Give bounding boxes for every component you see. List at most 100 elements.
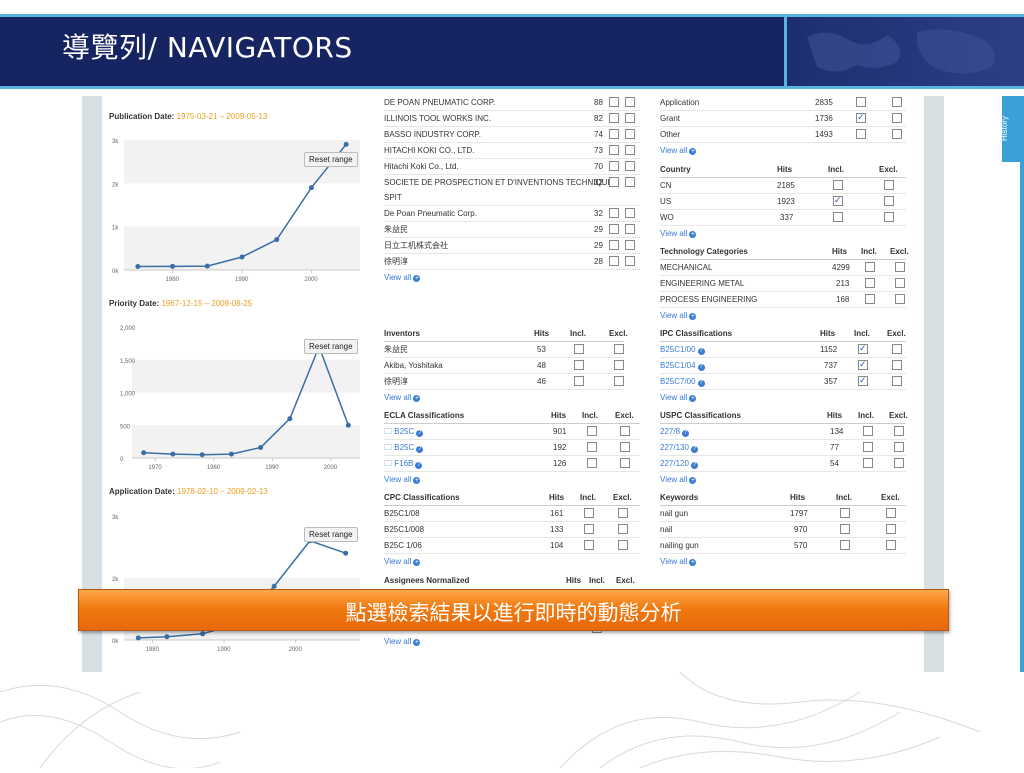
help-icon[interactable]: ? bbox=[690, 462, 698, 469]
exclude-checkbox[interactable] bbox=[895, 261, 905, 272]
exclude-checkbox[interactable] bbox=[892, 96, 902, 107]
exclude-checkbox[interactable] bbox=[886, 523, 896, 534]
ipc-code-link[interactable]: B25C7/00 bbox=[660, 377, 696, 386]
include-checkbox[interactable] bbox=[584, 523, 594, 534]
include-checkbox[interactable] bbox=[840, 523, 850, 534]
table-row[interactable]: Other 1493 bbox=[660, 127, 906, 143]
table-row[interactable]: ILLINOIS TOOL WORKS INC. 82 bbox=[384, 111, 640, 127]
exclude-checkbox[interactable] bbox=[894, 425, 904, 436]
include-checkbox[interactable] bbox=[587, 425, 597, 436]
ecla-code-link[interactable]: F16B bbox=[394, 459, 414, 468]
table-row[interactable]: B25C1/008 133 bbox=[384, 522, 640, 538]
exclude-checkbox[interactable] bbox=[620, 457, 630, 468]
include-checkbox[interactable] bbox=[609, 144, 619, 155]
publication-date-range[interactable]: 1975-03-21 – 2009-05-13 bbox=[176, 112, 268, 121]
table-row[interactable]: De Poan Pneumatic Corp. 32 bbox=[384, 206, 640, 222]
include-checkbox[interactable] bbox=[833, 179, 843, 190]
include-checkbox[interactable] bbox=[609, 223, 619, 234]
include-checkbox[interactable] bbox=[856, 96, 866, 107]
help-icon[interactable]: ? bbox=[682, 430, 690, 437]
exclude-checkbox[interactable] bbox=[895, 293, 905, 304]
exclude-checkbox[interactable] bbox=[892, 343, 902, 354]
include-checkbox[interactable] bbox=[584, 539, 594, 550]
priority-date-chart[interactable]: 0 500 1,000 1,500 2,000 1970 1980 1990 2000 bbox=[102, 322, 364, 474]
table-row[interactable]: CN 2185 bbox=[660, 178, 906, 194]
include-checkbox[interactable] bbox=[840, 539, 850, 550]
exclude-checkbox[interactable] bbox=[892, 375, 902, 386]
exclude-checkbox[interactable] bbox=[625, 112, 635, 123]
include-checkbox[interactable] bbox=[609, 207, 619, 218]
view-all-link[interactable]: View all + bbox=[384, 390, 624, 405]
table-row[interactable]: US 1923 bbox=[660, 193, 906, 210]
table-row[interactable]: 🗀 B25C? 901 bbox=[384, 424, 640, 440]
include-checkbox-checked[interactable] bbox=[833, 193, 843, 208]
table-row[interactable]: 徐明淳 28 bbox=[384, 254, 640, 270]
table-row[interactable]: B25C1/00? 1152 bbox=[660, 341, 906, 358]
exclude-checkbox[interactable] bbox=[895, 277, 905, 288]
priority-date-range[interactable]: 1967-12-15 – 2008-08-25 bbox=[161, 299, 253, 308]
ipc-code-link[interactable]: B25C1/00 bbox=[660, 345, 696, 354]
exclude-checkbox[interactable] bbox=[892, 112, 902, 123]
include-checkbox[interactable] bbox=[863, 425, 873, 436]
exclude-checkbox[interactable] bbox=[614, 375, 624, 386]
help-icon[interactable]: ? bbox=[697, 348, 705, 355]
table-row[interactable]: B25C7/00? 357 bbox=[660, 373, 906, 390]
exclude-checkbox[interactable] bbox=[625, 239, 635, 250]
include-checkbox[interactable] bbox=[865, 293, 875, 304]
table-row[interactable]: DE POAN PNEUMATIC CORP. 88 bbox=[384, 95, 640, 111]
table-row[interactable]: 徐明淳 46 bbox=[384, 374, 624, 390]
exclude-checkbox[interactable] bbox=[625, 128, 635, 139]
include-checkbox[interactable] bbox=[609, 176, 619, 187]
view-all-link[interactable]: View all + bbox=[660, 308, 906, 323]
ecla-code-link[interactable]: B25C bbox=[394, 443, 415, 452]
table-row[interactable]: Akiba, Yoshitaka 48 bbox=[384, 358, 624, 374]
table-row[interactable]: B25C1/04? 737 bbox=[660, 357, 906, 374]
include-checkbox[interactable] bbox=[863, 441, 873, 452]
help-icon[interactable]: ? bbox=[697, 364, 705, 371]
table-row[interactable]: nailing gun 570 bbox=[660, 538, 906, 554]
include-checkbox[interactable] bbox=[609, 160, 619, 171]
include-checkbox[interactable] bbox=[574, 343, 584, 354]
uspc-code-link[interactable]: 227/130 bbox=[660, 443, 689, 452]
exclude-checkbox[interactable] bbox=[625, 144, 635, 155]
table-row[interactable]: nail 970 bbox=[660, 522, 906, 538]
include-checkbox[interactable] bbox=[863, 457, 873, 468]
exclude-checkbox[interactable] bbox=[892, 128, 902, 139]
table-row[interactable]: SOCIETE DE PROSPECTION ET D'INVENTIONS T… bbox=[384, 175, 640, 190]
exclude-checkbox[interactable] bbox=[625, 207, 635, 218]
exclude-checkbox[interactable] bbox=[625, 176, 635, 187]
view-all-link[interactable]: View all + bbox=[384, 472, 640, 487]
exclude-checkbox[interactable] bbox=[620, 441, 630, 452]
view-all-link[interactable]: View all + bbox=[660, 554, 906, 569]
exclude-checkbox[interactable] bbox=[886, 539, 896, 550]
include-checkbox-checked[interactable] bbox=[858, 373, 868, 388]
include-checkbox[interactable] bbox=[574, 375, 584, 386]
exclude-checkbox[interactable] bbox=[884, 211, 894, 222]
table-row[interactable]: BASSO INDUSTRY CORP. 74 bbox=[384, 127, 640, 143]
include-checkbox-checked[interactable] bbox=[858, 357, 868, 372]
exclude-checkbox[interactable] bbox=[614, 343, 624, 354]
table-row[interactable]: Grant 1736 bbox=[660, 110, 906, 127]
include-checkbox[interactable] bbox=[833, 211, 843, 222]
exclude-checkbox[interactable] bbox=[894, 441, 904, 452]
table-row[interactable]: 227/8? 134 bbox=[660, 424, 906, 440]
view-all-link[interactable]: View all + bbox=[384, 634, 421, 649]
view-all-link[interactable]: View all + bbox=[384, 270, 640, 285]
include-checkbox[interactable] bbox=[840, 507, 850, 518]
exclude-checkbox[interactable] bbox=[625, 96, 635, 107]
view-all-link[interactable]: View all + bbox=[660, 226, 906, 241]
table-row[interactable]: ENGINEERING METAL 213 bbox=[660, 276, 906, 292]
table-row[interactable]: 朱益民 29 bbox=[384, 222, 640, 238]
help-icon[interactable]: ? bbox=[690, 446, 698, 453]
exclude-checkbox[interactable] bbox=[884, 195, 894, 206]
exclude-checkbox[interactable] bbox=[892, 359, 902, 370]
ecla-code-link[interactable]: B25C bbox=[394, 427, 415, 436]
include-checkbox-checked[interactable] bbox=[856, 110, 866, 125]
include-checkbox[interactable] bbox=[574, 359, 584, 370]
exclude-checkbox[interactable] bbox=[620, 425, 630, 436]
exclude-checkbox[interactable] bbox=[886, 507, 896, 518]
table-row[interactable]: 🗀 B25C? 192 bbox=[384, 440, 640, 456]
table-row[interactable]: PROCESS ENGINEERING 168 bbox=[660, 292, 906, 308]
exclude-checkbox[interactable] bbox=[625, 160, 635, 171]
exclude-checkbox[interactable] bbox=[625, 255, 635, 266]
